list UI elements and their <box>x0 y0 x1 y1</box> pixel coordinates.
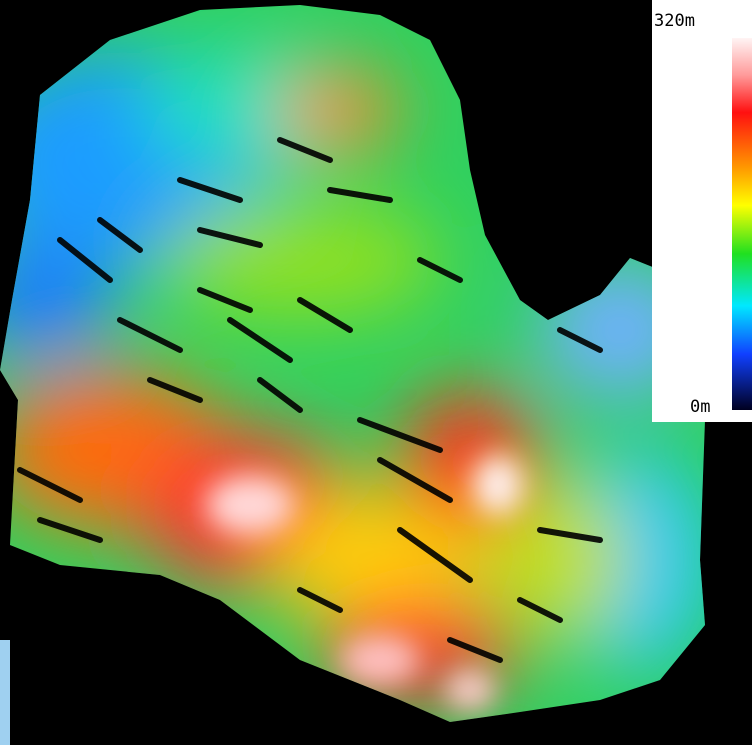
legend-min-label: 0m <box>690 397 710 417</box>
color-bar <box>732 38 752 410</box>
elevation-map: 320m 0m <box>0 0 752 745</box>
page: 320m 0m (() => { const data = JSON.parse… <box>0 0 752 745</box>
edge-strip <box>0 640 10 745</box>
legend-max-label: 320m <box>654 11 695 31</box>
